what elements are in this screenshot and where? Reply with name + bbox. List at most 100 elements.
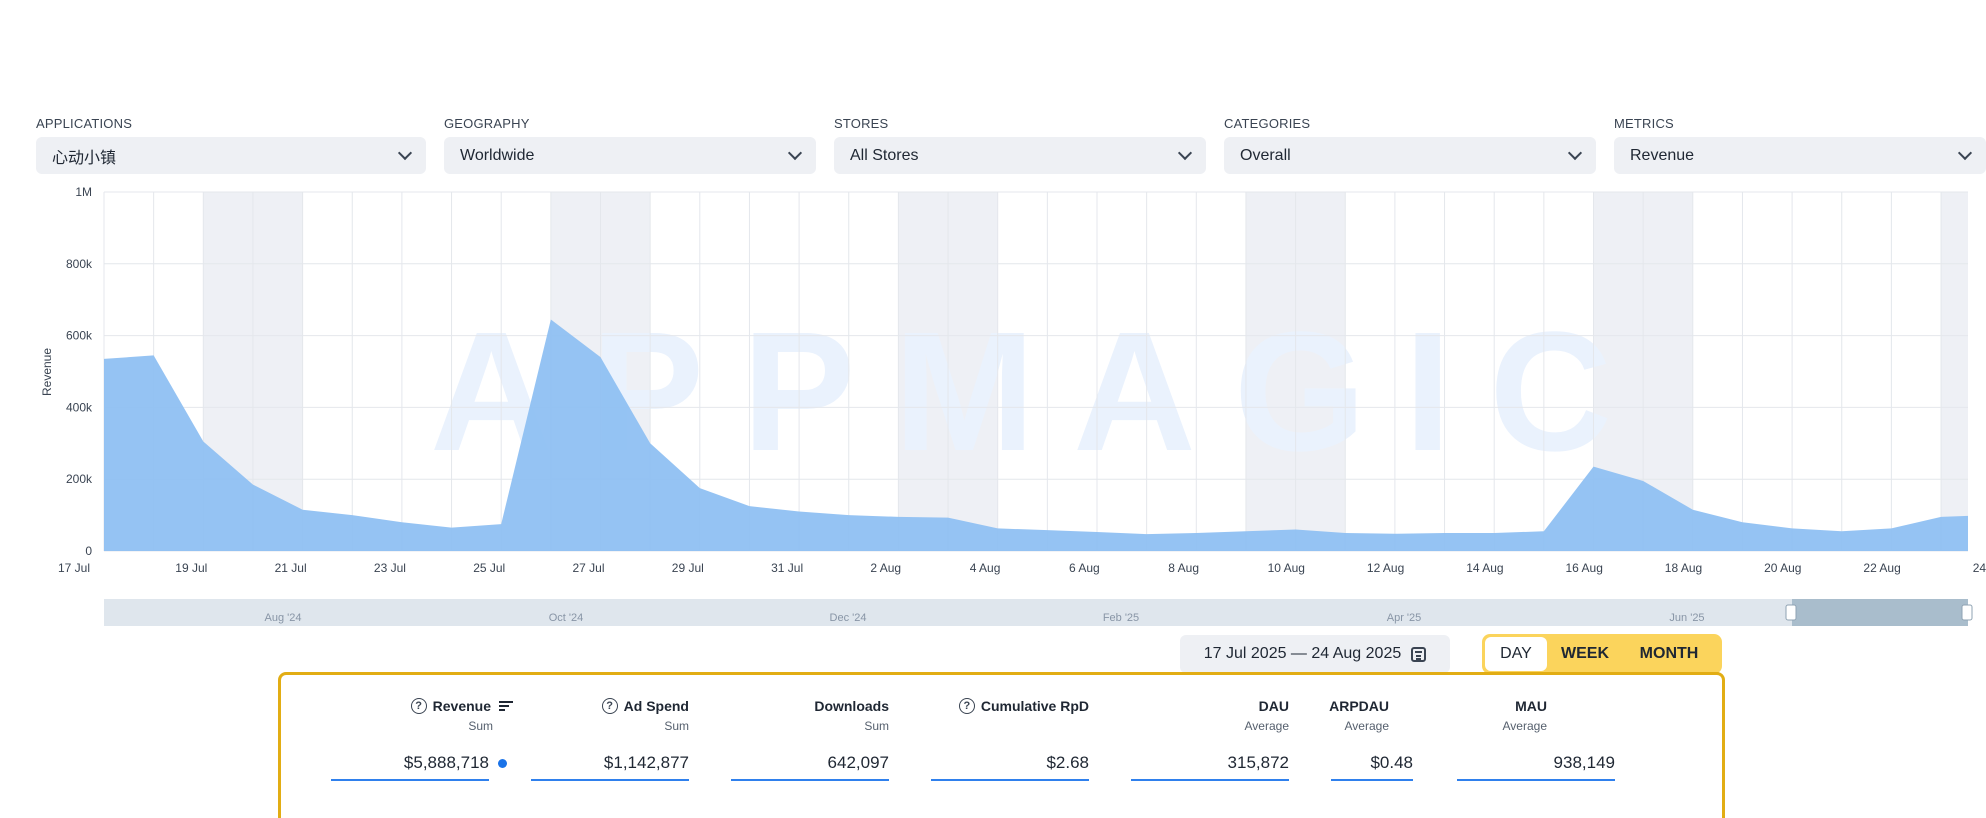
metric-label: Cumulative RpD — [980, 698, 1089, 714]
x-tick-label: 19 Jul — [175, 561, 207, 575]
navigator-handle-left — [1785, 604, 1797, 621]
filter-label: APPLICATIONS — [36, 116, 133, 131]
x-tick-label: 12 Aug — [1367, 561, 1404, 575]
help-icon[interactable]: ? — [958, 698, 975, 714]
metric-value-revenue: $5,888,718 — [331, 753, 489, 781]
navigator-label: Feb '25 — [1103, 612, 1139, 624]
navigator-label: Dec '24 — [830, 612, 867, 624]
metric-sub: Average — [1244, 719, 1289, 733]
filter-label: CATEGORIES — [1224, 116, 1311, 131]
help-icon[interactable]: ? — [410, 698, 427, 714]
y-axis: 0 200k 400k 600k 800k 1M — [66, 185, 93, 558]
metric-label: ARPDAU — [1329, 698, 1389, 714]
y-tick-label: 0 — [85, 544, 92, 558]
y-tick-label: 200k — [66, 472, 93, 486]
select-value: All Stores — [850, 146, 919, 164]
geography-select[interactable]: Worldwide — [444, 137, 816, 174]
metric-sub: Average — [1344, 719, 1389, 733]
x-tick-label: 20 Aug — [1764, 561, 1801, 575]
y-axis-label: Revenue — [40, 348, 54, 396]
period-day-button[interactable]: DAY — [1485, 637, 1547, 671]
x-tick-label: 4 Aug — [970, 561, 1001, 575]
x-tick-label: 16 Aug — [1566, 561, 1603, 575]
selected-dot — [498, 759, 507, 768]
filter-label: METRICS — [1614, 116, 1674, 131]
filter-label: STORES — [834, 116, 889, 131]
revenue-area — [104, 319, 1968, 551]
navigator-label: Jun '25 — [1669, 612, 1704, 624]
metric-label: Ad Spend — [623, 698, 689, 714]
metric-label: Downloads — [814, 698, 889, 714]
metric-label: Revenue — [432, 698, 491, 714]
metric-value-arpdau: $0.48 — [1331, 753, 1413, 781]
metric-sub: Sum — [864, 719, 889, 733]
metric-label: DAU — [1258, 698, 1289, 714]
y-tick-label: 400k — [66, 400, 93, 414]
categories-select[interactable]: Overall — [1224, 137, 1596, 174]
metric-arpdau[interactable]: ARPDAU Average — [1281, 697, 1389, 733]
filter-stores: STORES All Stores — [834, 116, 1206, 174]
navigator-label: Aug '24 — [265, 612, 302, 624]
summary-panel: ? Revenue Sum $5,888,718 ? Ad Spend Sum … — [278, 672, 1725, 818]
x-tick-label: 22 Aug — [1863, 561, 1900, 575]
applications-select[interactable]: 心动小镇 — [36, 137, 426, 174]
x-tick-label: 24 Au — [1973, 561, 1986, 575]
x-tick-label: 14 Aug — [1466, 561, 1503, 575]
help-icon[interactable]: ? — [601, 698, 618, 714]
x-tick-label: 29 Jul — [672, 561, 704, 575]
metric-downloads[interactable]: Downloads Sum — [681, 697, 889, 733]
metric-mau[interactable]: MAU Average — [1381, 697, 1547, 733]
metric-sub: Sum — [664, 719, 689, 733]
select-value: Revenue — [1630, 146, 1695, 164]
x-tick-label: 17 Jul — [58, 561, 90, 575]
select-value: Overall — [1240, 146, 1291, 164]
period-month-button[interactable]: MONTH — [1639, 645, 1699, 662]
metric-revenue[interactable]: ? Revenue Sum — [281, 697, 513, 733]
sort-icon[interactable] — [499, 700, 513, 712]
x-axis: 17 Jul 19 Jul 21 Jul 23 Jul 25 Jul 27 Jul 29 J… — [58, 561, 1986, 575]
x-tick-label: 27 Jul — [573, 561, 605, 575]
metrics-select[interactable]: Revenue — [1614, 137, 1986, 174]
date-range-text: 17 Jul 2025 — 24 Aug 2025 — [1203, 645, 1402, 662]
calendar-icon — [1411, 646, 1427, 662]
metric-value-ad-spend: $1,142,877 — [531, 753, 689, 781]
filter-applications: APPLICATIONS 心动小镇 — [36, 116, 426, 174]
range-navigator[interactable]: Aug '24 Oct '24 Dec '24 Feb '25 Apr '25 Jun '… — [104, 599, 1973, 626]
x-tick-label: 8 Aug — [1168, 561, 1199, 575]
x-tick-label: 31 Jul — [771, 561, 803, 575]
date-range-picker[interactable]: 17 Jul 2025 — 24 Aug 2025 — [1180, 635, 1450, 673]
metric-cumulative-rpd[interactable]: ? Cumulative RpD — [841, 697, 1089, 719]
x-tick-label: 10 Aug — [1268, 561, 1305, 575]
y-tick-label: 600k — [66, 329, 93, 343]
metric-value-mau: 938,149 — [1457, 753, 1615, 781]
stores-select[interactable]: All Stores — [834, 137, 1206, 174]
navigator-track — [104, 599, 1968, 626]
filter-metrics: METRICS Revenue — [1614, 116, 1986, 174]
x-tick-label: 23 Jul — [374, 561, 406, 575]
x-tick-label: 6 Aug — [1069, 561, 1100, 575]
metric-label: MAU — [1515, 698, 1547, 714]
x-tick-label: 21 Jul — [275, 561, 307, 575]
metric-dau[interactable]: DAU Average — [1081, 697, 1289, 733]
navigator-label: Apr '25 — [1387, 612, 1422, 624]
select-value: Worldwide — [460, 146, 535, 164]
navigator-label: Oct '24 — [549, 612, 584, 624]
navigator-selection — [1792, 599, 1968, 626]
y-tick-label: 800k — [66, 257, 93, 271]
x-tick-label: 18 Aug — [1665, 561, 1702, 575]
metric-sub: Sum — [468, 719, 493, 733]
x-tick-label: 2 Aug — [870, 561, 901, 575]
navigator-handle-right — [1961, 604, 1973, 621]
filter-categories: CATEGORIES Overall — [1224, 116, 1596, 174]
filter-label: GEOGRAPHY — [444, 116, 530, 131]
period-toggle: DAY WEEK MONTH — [1482, 634, 1722, 674]
metric-value-downloads: 642,097 — [731, 753, 889, 781]
select-value: 心动小镇 — [52, 149, 117, 167]
period-week-button[interactable]: WEEK — [1561, 645, 1609, 662]
x-tick-label: 25 Jul — [473, 561, 505, 575]
y-tick-label: 1M — [75, 185, 92, 199]
filter-geography: GEOGRAPHY Worldwide — [444, 116, 816, 174]
metric-ad-spend[interactable]: ? Ad Spend Sum — [481, 697, 689, 733]
metric-sub: Average — [1502, 719, 1547, 733]
